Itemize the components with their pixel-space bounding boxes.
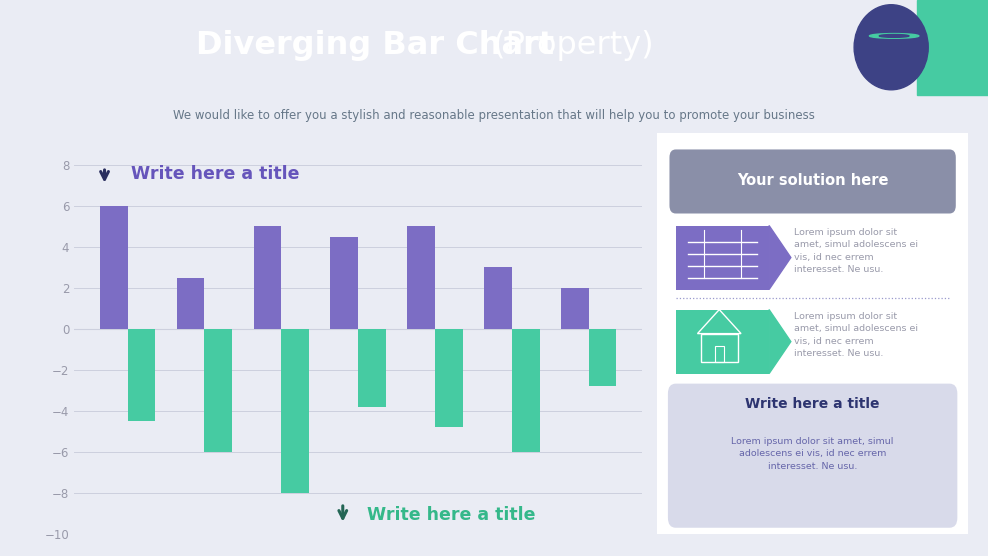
Ellipse shape	[854, 4, 928, 90]
Text: Lorem ipsum dolor sit
amet, simul adolescens ei
vis, id nec errem
interesset. Ne: Lorem ipsum dolor sit amet, simul adoles…	[794, 227, 918, 274]
Bar	[205, 329, 232, 452]
Bar	[512, 329, 539, 452]
Text: Diverging Bar Chart: Diverging Bar Chart	[197, 30, 554, 61]
Bar	[358, 329, 386, 407]
Text: Write here a title: Write here a title	[745, 396, 880, 411]
FancyBboxPatch shape	[668, 384, 957, 528]
Circle shape	[879, 34, 909, 37]
Bar	[177, 277, 205, 329]
Bar	[127, 329, 155, 421]
FancyBboxPatch shape	[676, 226, 769, 290]
Bar	[254, 226, 282, 329]
Bar	[484, 267, 512, 329]
FancyBboxPatch shape	[670, 150, 955, 214]
Bar	[100, 206, 127, 329]
Text: Write here a title: Write here a title	[368, 507, 535, 524]
Bar	[714, 346, 724, 361]
Polygon shape	[769, 226, 790, 290]
FancyBboxPatch shape	[676, 310, 769, 374]
Text: Lorem ipsum dolor sit
amet, simul adolescens ei
vis, id nec errem
interesset. Ne: Lorem ipsum dolor sit amet, simul adoles…	[794, 311, 918, 358]
Text: Lorem ipsum dolor sit amet, simul
adolescens ei vis, id nec errem
interesset. Ne: Lorem ipsum dolor sit amet, simul adoles…	[731, 436, 894, 471]
Bar	[589, 329, 617, 386]
Bar	[435, 329, 462, 427]
Circle shape	[869, 33, 919, 38]
Bar	[700, 334, 738, 361]
Bar	[330, 237, 358, 329]
Polygon shape	[769, 310, 790, 374]
Text: Write here a title: Write here a title	[131, 165, 300, 183]
Text: Your solution here: Your solution here	[737, 173, 888, 188]
Bar	[282, 329, 309, 493]
Text: (Property): (Property)	[483, 30, 653, 61]
Bar	[561, 288, 589, 329]
Text: We would like to offer you a stylish and reasonable presentation that will help : We would like to offer you a stylish and…	[173, 110, 815, 122]
Bar	[407, 226, 435, 329]
Bar	[917, 0, 988, 95]
FancyBboxPatch shape	[651, 126, 974, 542]
